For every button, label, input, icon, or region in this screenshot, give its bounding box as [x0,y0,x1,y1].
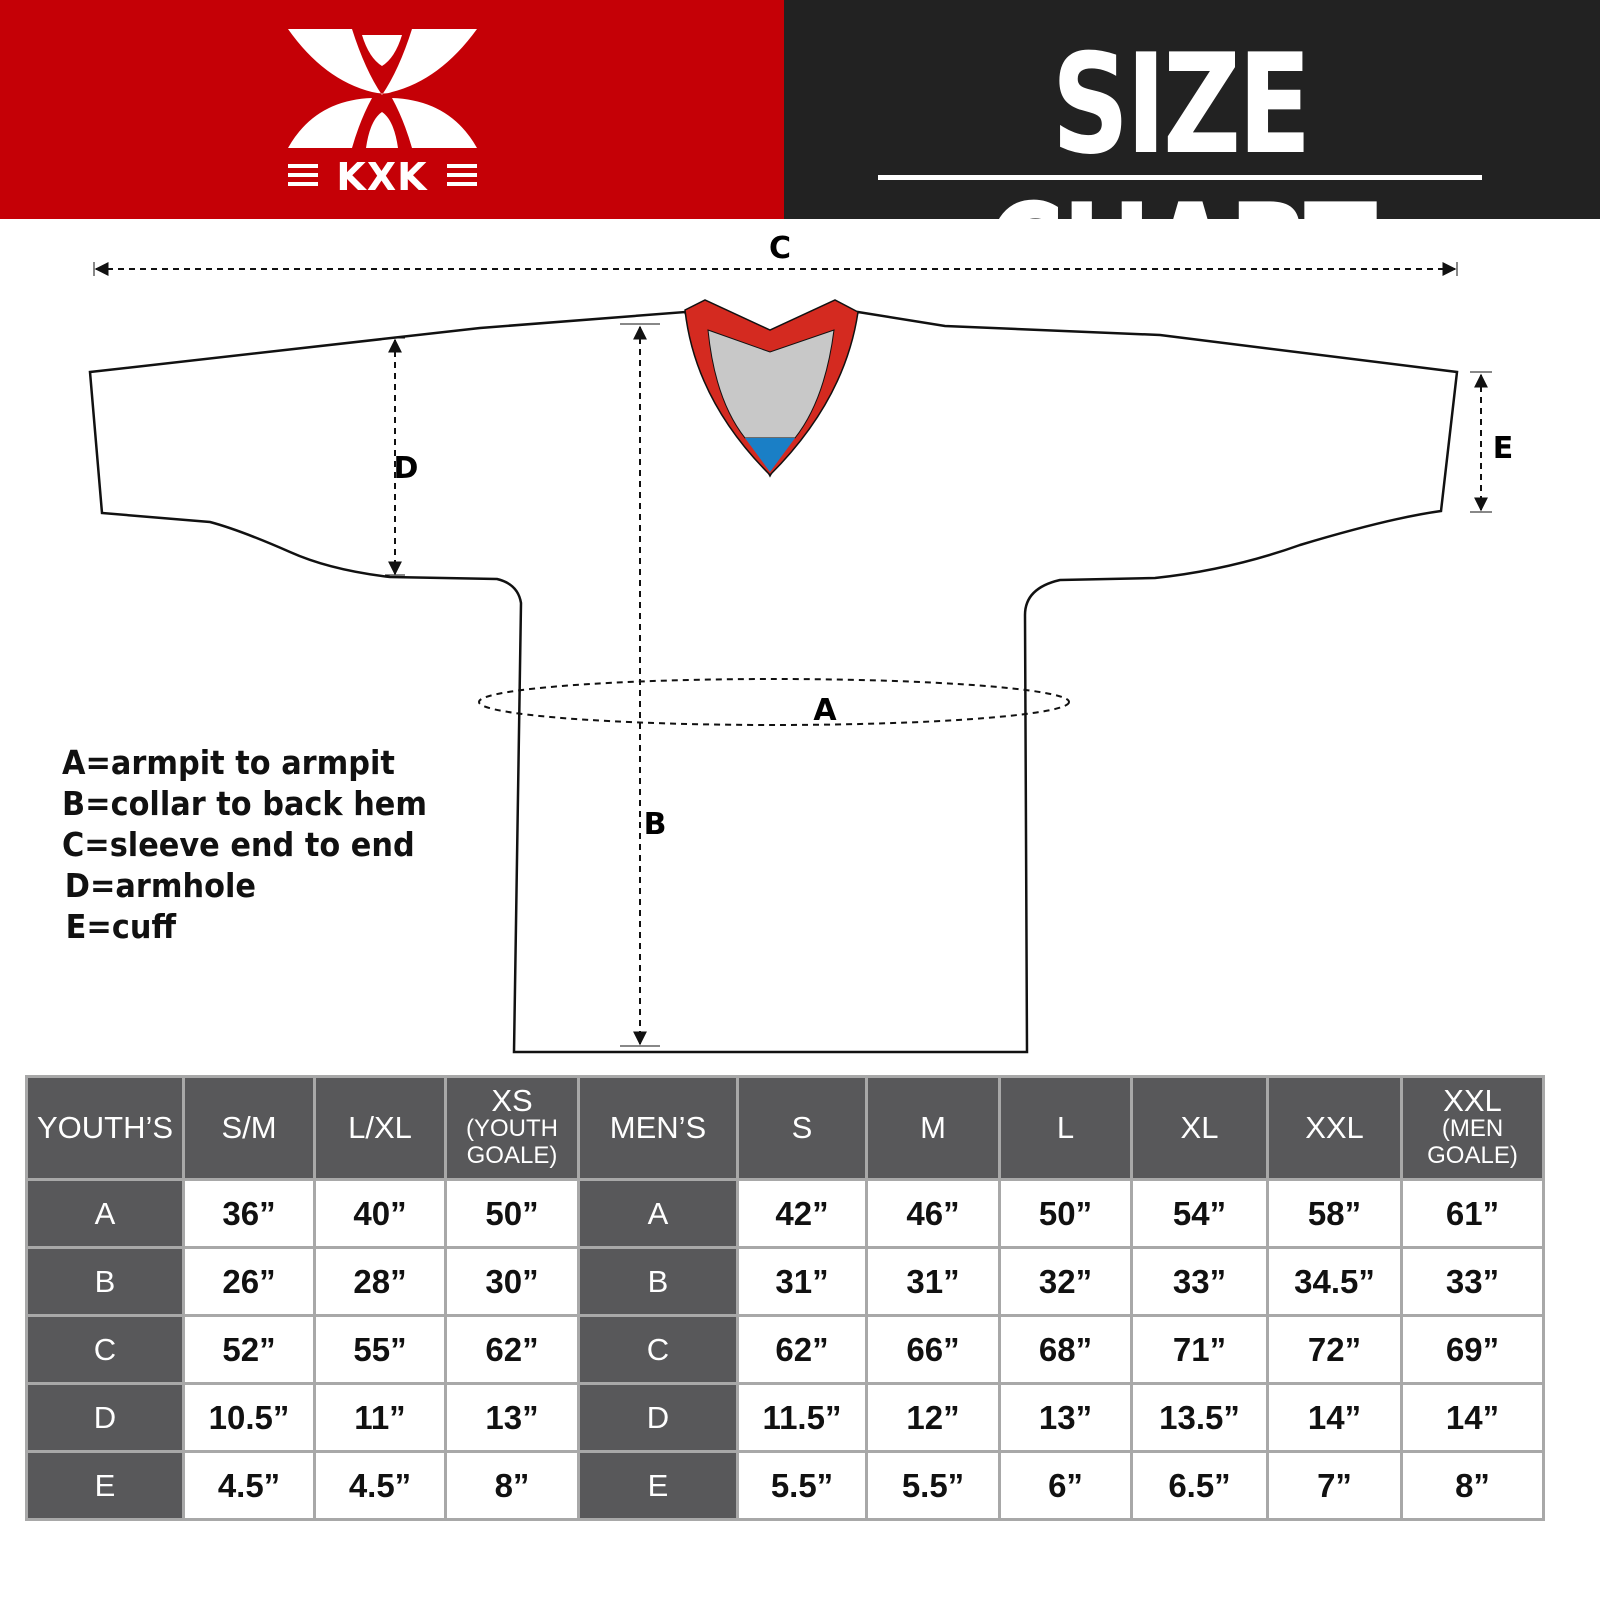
value-cell: 13” [998,1382,1133,1453]
title-banner [784,0,1600,219]
size-name: XXL [1443,1083,1502,1118]
size-header: M [865,1075,1001,1181]
collar [684,299,859,477]
label-c: C [769,231,791,266]
size-note: (MEN GOALE) [1427,1115,1518,1169]
value-cell: 26” [182,1246,316,1317]
value-cell: 5.5” [865,1450,1001,1521]
value-cell: 14” [1400,1382,1545,1453]
value-cell: 31” [865,1246,1001,1317]
label-b: B [644,807,667,842]
value-cell: 6” [998,1450,1133,1521]
value-cell: 52” [182,1314,316,1385]
label-e: E [1493,431,1514,466]
brand-wordmark: KXK [336,155,428,199]
value-cell: 72” [1266,1314,1403,1385]
value-cell: 8” [444,1450,580,1521]
value-cell: 69” [1400,1314,1545,1385]
value-cell: 54” [1130,1178,1269,1249]
brand-banner: KXK [0,0,784,219]
value-cell: 33” [1130,1246,1269,1317]
value-cell: 36” [182,1178,316,1249]
value-cell: 13” [444,1382,580,1453]
row-label: E [577,1450,739,1521]
table-row: C 52” 55” 62” C 62” 66” 68” 71” 72” 69” [25,1314,1545,1385]
jersey-outline [88,310,1459,1054]
measurement-legend: A=armpit to armpit B=collar to back hem … [62,742,459,947]
legend-item: E=cuff [65,907,177,946]
row-label: A [25,1178,185,1249]
jersey-diagram: C D B E A [88,231,1514,1054]
value-cell: 50” [444,1178,580,1249]
value-cell: 66” [865,1314,1001,1385]
table-row: B 26” 28” 30” B 31” 31” 32” 33” 34.5” 33” [25,1246,1545,1317]
value-cell: 31” [736,1246,868,1317]
header-row: YOUTH’S S/M L/XL XS (YOUTH GOALE) MEN’S S M L XL X… [25,1075,1545,1181]
row-label: C [577,1314,739,1385]
value-cell: 28” [313,1246,447,1317]
table-row: E 4.5” 4.5” 8” E 5.5” 5.5” 6” 6.5” 7” 8” [25,1450,1545,1521]
value-cell: 4.5” [182,1450,316,1521]
label-d: D [394,451,419,486]
value-cell: 5.5” [736,1450,868,1521]
value-cell: 42” [736,1178,868,1249]
size-header: XXL (MEN GOALE) [1400,1075,1545,1181]
value-cell: 30” [444,1246,580,1317]
value-cell: 61” [1400,1178,1545,1249]
size-name: XS [491,1083,533,1118]
row-label: E [25,1450,185,1521]
value-cell: 32” [998,1246,1133,1317]
youth-header: YOUTH’S [25,1075,185,1181]
value-cell: 58” [1266,1178,1403,1249]
value-cell: 4.5” [313,1450,447,1521]
page-title: SIZE CHART [985,24,1377,335]
legend-item: A=armpit to armpit [62,743,395,782]
size-table: YOUTH’S S/M L/XL XS (YOUTH GOALE) MEN’S S M L XL X… [25,1075,1545,1521]
men-header: MEN’S [577,1075,739,1181]
value-cell: 7” [1266,1450,1403,1521]
value-cell: 33” [1400,1246,1545,1317]
row-label: D [577,1382,739,1453]
value-cell: 6.5” [1130,1450,1269,1521]
label-a: A [813,693,837,728]
size-header: L [998,1075,1133,1181]
value-cell: 10.5” [182,1382,316,1453]
legend-item: D=armhole [64,866,256,905]
value-cell: 14” [1266,1382,1403,1453]
value-cell: 68” [998,1314,1133,1385]
value-cell: 11” [313,1382,447,1453]
value-cell: 40” [313,1178,447,1249]
row-label: B [577,1246,739,1317]
legend-item: B=collar to back hem [62,784,428,823]
value-cell: 55” [313,1314,447,1385]
value-cell: 12” [865,1382,1001,1453]
size-header: S/M [182,1075,316,1181]
value-cell: 46” [865,1178,1001,1249]
size-header: S [736,1075,868,1181]
table-row: D 10.5” 11” 13” D 11.5” 12” 13” 13.5” 14” 14” [25,1382,1545,1453]
row-label: B [25,1246,185,1317]
row-label: D [25,1382,185,1453]
value-cell: 34.5” [1266,1246,1403,1317]
table-row: A 36” 40” 50” A 42” 46” 50” 54” 58” 61” [25,1178,1545,1249]
title-underline [878,175,1482,180]
value-cell: 13.5” [1130,1382,1269,1453]
value-cell: 62” [736,1314,868,1385]
value-cell: 11.5” [736,1382,868,1453]
kxk-logo: KXK [288,29,477,199]
size-header: XXL [1266,1075,1403,1181]
value-cell: 50” [998,1178,1133,1249]
legend-item: C=sleeve end to end [62,825,415,864]
size-note: (YOUTH GOALE) [466,1115,558,1169]
size-header: XS (YOUTH GOALE) [444,1075,580,1181]
value-cell: 71” [1130,1314,1269,1385]
row-label: A [577,1178,739,1249]
value-cell: 8” [1400,1450,1545,1521]
size-header: L/XL [313,1075,447,1181]
value-cell: 62” [444,1314,580,1385]
row-label: C [25,1314,185,1385]
size-header: XL [1130,1075,1269,1181]
